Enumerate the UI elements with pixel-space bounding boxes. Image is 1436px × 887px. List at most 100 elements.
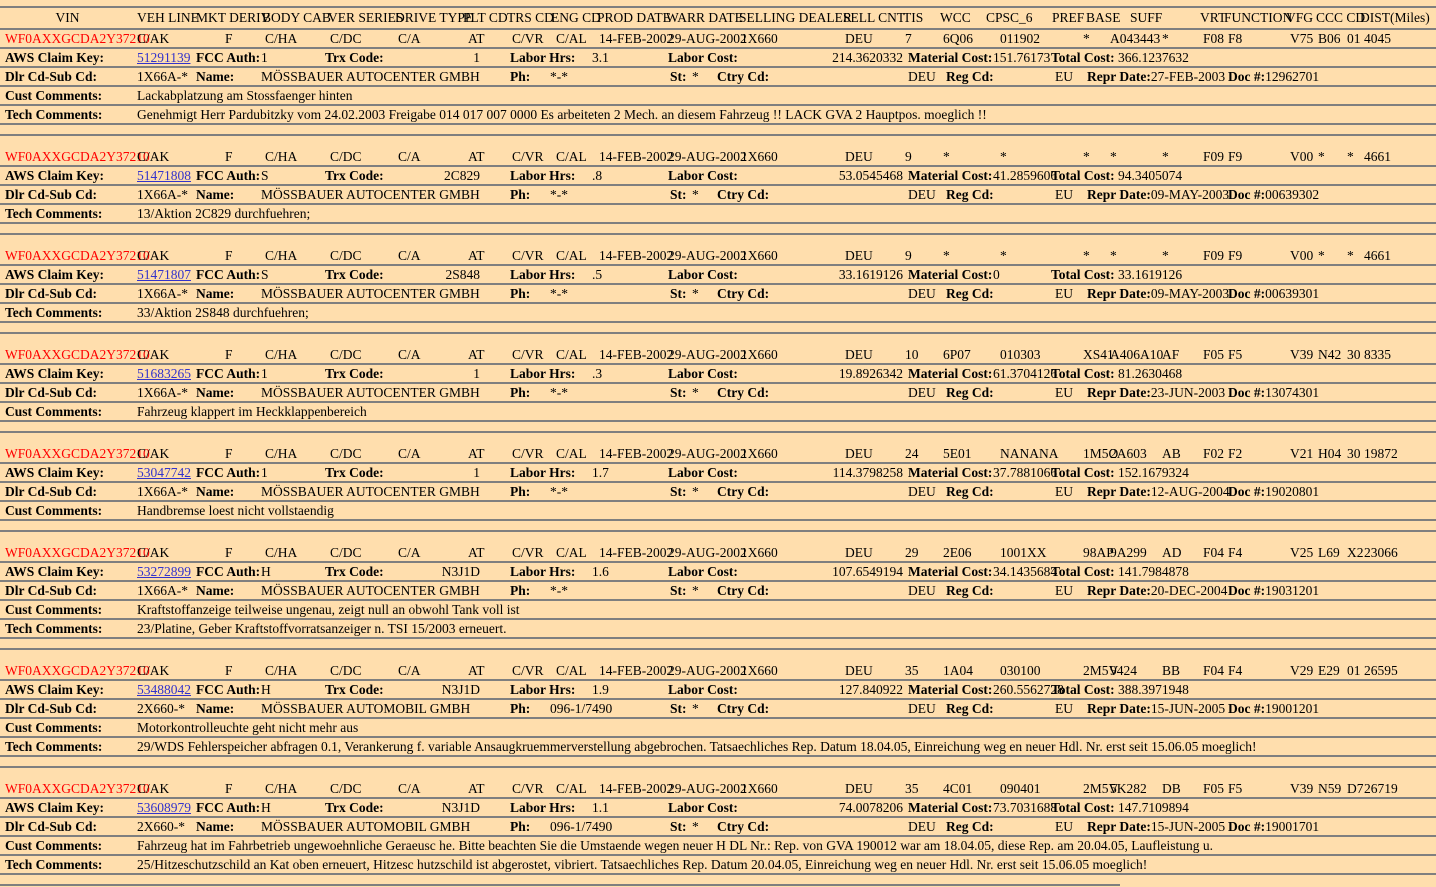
aws-claim-key-link[interactable]: 53608979 [137,800,191,815]
warr_date-value: 29-AUG-2002 [668,663,747,678]
tech-comments-value: 23/Platine, Geber Kraftstoffvorratsanzei… [137,621,507,636]
dealer-name-value: MÖSSBAUER AUTOCENTER GMBH [261,286,480,301]
col-header-mkt_deriv: MKT DERIV [196,10,271,25]
aws-claim-key-link[interactable]: 51683265 [137,366,191,381]
total-cost-label: Total Cost: [1051,366,1115,381]
total-cost-label: Total Cost: [1051,564,1115,579]
base-value: 9A299 [1110,545,1147,560]
record-gap [0,136,1436,148]
cpsc_6-value: * [1000,248,1007,263]
tis-value: 10 [905,347,919,362]
phone-label: Ph: [510,819,531,834]
trx-code-label: Trx Code: [325,267,384,282]
aws-claim-key-link[interactable]: 53488042 [137,682,191,697]
aws-claim-key-link[interactable]: 53047742 [137,465,191,480]
aws-claim-key-link[interactable]: 51471807 [137,267,191,282]
phone-value: *-* [550,286,568,301]
aws-claim-key-label: AWS Claim Key: [5,168,104,183]
ccc-value: * [1318,149,1325,164]
labor-hrs-value: .3 [592,366,603,381]
selling_dealer-value: 1X660 [741,149,778,164]
material-cost-label: Material Cost: [908,267,993,282]
cust-comments-row: Cust Comments: Fahrzeug klappert im Heck… [0,403,1436,422]
suff-value: * [1162,248,1169,263]
dealer-name-label: Name: [196,583,235,598]
reg-cd-value: EU [1055,484,1073,499]
col-header-body_cab: BODY CAB [262,10,331,25]
vehicle-row: WF0AXXGCDA2Y37210 C/AK F C/HA C/DC C/A AT C/VR… [0,445,1436,464]
veh_line-value: C/AK [137,446,170,461]
veh_line-value: C/AK [137,149,170,164]
tech-comments-value: 33/Aktion 2S848 durchfuehren; [137,305,309,320]
record-gap [0,125,1436,134]
labor-hrs-value: 3.1 [592,50,609,65]
ctry-cd-value: DEU [908,583,936,598]
material-cost-label: Material Cost: [908,465,993,480]
suff-value: * [1162,31,1169,46]
total-cost-label: Total Cost: [1051,267,1115,282]
dlr-cd-sub-cd-label: Dlr Cd-Sub Cd: [5,701,98,716]
veh_line-value: C/AK [137,663,170,678]
fcc-auth-label: FCC Auth: [196,800,261,815]
aws-claim-key-label: AWS Claim Key: [5,267,104,282]
aws-claim-key-link[interactable]: 53272899 [137,564,191,579]
suff-value: * [1162,149,1169,164]
vehicle-row: WF0AXXGCDA2Y37210 C/AK F C/HA C/DC C/A AT C/VR… [0,247,1436,266]
suff-value: AF [1162,347,1180,362]
aws-claim-key-label: AWS Claim Key: [5,366,104,381]
prod_date-value: 14-FEB-2002 [599,545,674,560]
fcc-auth-label: FCC Auth: [196,267,261,282]
labor-hrs-value: 1.1 [592,800,609,815]
material-cost-value: 151.76173 [993,50,1051,65]
state-label: St: [670,69,687,84]
state-label: St: [670,286,687,301]
body_cab-value: C/HA [265,248,298,263]
suff-value: AB [1162,446,1181,461]
function-value: F4 [1228,663,1243,678]
tech-comments-row: Tech Comments: Genehmigt Herr Pardubitzk… [0,106,1436,125]
doc-num-group: Doc #:13074301 [1228,384,1319,401]
eng_cd-value: C/AL [556,663,587,678]
dealer-name-value: MÖSSBAUER AUTOMOBIL GMBH [261,701,471,716]
claim-record-3: WF0AXXGCDA2Y37210 C/AK F C/HA C/DC C/A AT C/VR… [0,247,1436,346]
fcc-auth-value: 1 [261,366,268,381]
vin-value: WF0AXXGCDA2Y37210 [5,248,150,263]
ctry-cd-value: DEU [908,701,936,716]
material-cost-label: Material Cost: [908,800,993,815]
col-header-prod_date: PROD DATE [597,10,671,25]
fcc-auth-label: FCC Auth: [196,564,261,579]
drive_type-value: C/A [398,248,421,263]
warr_date-value: 29-AUG-2002 [668,248,747,263]
mkt_deriv-value: F [225,31,233,46]
dealer-name-value: MÖSSBAUER AUTOCENTER GMBH [261,583,480,598]
tech-comments-row: Tech Comments: 29/WDS Fehlerspeicher abf… [0,738,1436,757]
claim-row: AWS Claim Key: 53272899 FCC Auth: H Trx … [0,563,1436,582]
labor-cost-value: 127.840922 [838,682,903,697]
doc-num-value: 00639302 [1265,187,1320,202]
reg-cd-value: EU [1055,701,1073,716]
doc-num-value: 19001201 [1265,701,1320,716]
dealer-row: Dlr Cd-Sub Cd: 1X66A-* Name: MÖSSBAUER A… [0,285,1436,304]
dealer-row: Dlr Cd-Sub Cd: 1X66A-* Name: MÖSSBAUER A… [0,68,1436,87]
dealer-row: Dlr Cd-Sub Cd: 2X660-* Name: MÖSSBAUER A… [0,700,1436,719]
total-cost-label: Total Cost: [1051,465,1115,480]
base-value: * [1110,248,1117,263]
doc-num-group: Doc #:00639302 [1228,186,1319,203]
labor-cost-label: Labor Cost: [668,50,738,65]
dist-value: 26719 [1364,781,1398,796]
aws-claim-key-link[interactable]: 51291139 [137,50,191,65]
trs_cd-value: C/VR [512,446,544,461]
body_cab-value: C/HA [265,446,298,461]
labor-cost-label: Labor Cost: [668,564,738,579]
doc-num-value: 19031201 [1265,583,1320,598]
labor-hrs-label: Labor Hrs: [510,168,576,183]
suff-value: AD [1162,545,1182,560]
record-gap [0,224,1436,233]
total-cost-value: 94.3405074 [1118,168,1183,183]
dist-value: 4661 [1364,248,1391,263]
ver_series-value: C/DC [330,149,362,164]
tis-value: 9 [905,149,912,164]
vfg-value: V00 [1290,248,1314,263]
wcc-value: * [943,248,950,263]
aws-claim-key-link[interactable]: 51471808 [137,168,191,183]
